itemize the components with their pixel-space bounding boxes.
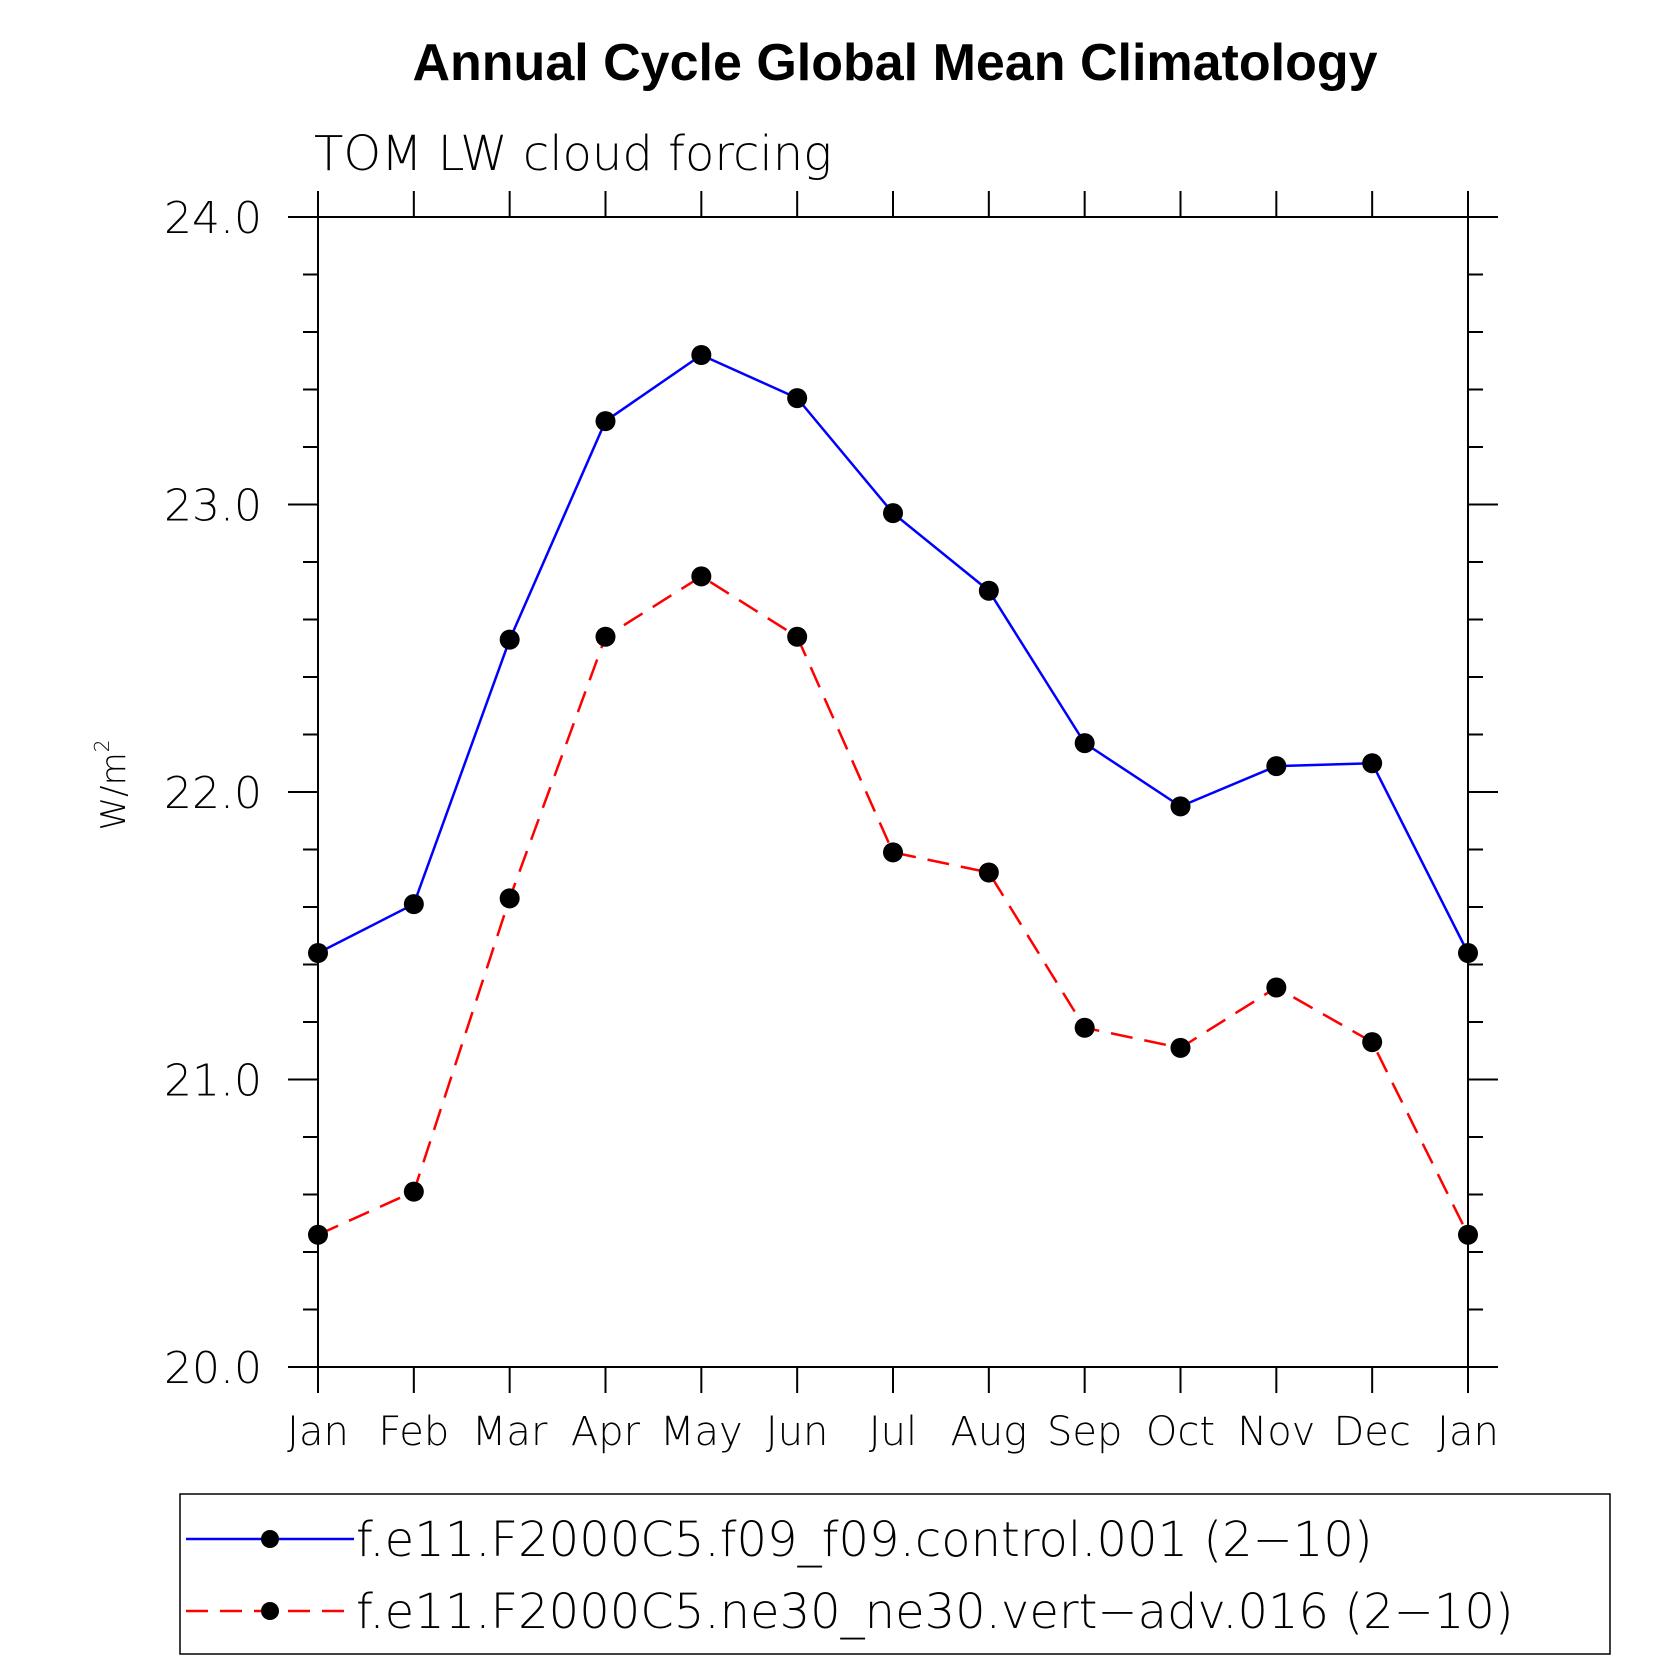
x-tick-label: Nov xyxy=(1237,1409,1315,1455)
x-tick-label: Jan xyxy=(287,1409,349,1455)
axes: 20.0 21.0 22.0 23.0 24.0 Jan Feb Mar Apr May Jun Ju… xyxy=(164,191,1499,1455)
y-tick-label: 22.0 xyxy=(164,768,262,819)
x-tick-label: Feb xyxy=(378,1409,449,1455)
chart-subtitle: TOM LW cloud forcing xyxy=(314,126,832,182)
legend-marker-vert-adv xyxy=(261,1602,279,1620)
y-tick-label: 24.0 xyxy=(164,193,262,244)
x-tick-label: Aug xyxy=(950,1409,1027,1455)
data-point xyxy=(1266,756,1287,777)
x-tick-label: Sep xyxy=(1047,1409,1122,1455)
x-tick-label: Jan xyxy=(1437,1409,1499,1455)
legend-marker-control xyxy=(261,1530,279,1548)
x-tick-label: Jul xyxy=(869,1409,917,1455)
x-tick-label: May xyxy=(660,1409,743,1455)
chart-title: Annual Cycle Global Mean Climatology xyxy=(412,34,1377,92)
data-point xyxy=(787,626,808,647)
data-point xyxy=(1458,1224,1478,1245)
y-axis-label-exponent: 2 xyxy=(90,740,114,753)
legend-label-control: f.e11.F2000C5.f09_f09.control.001 (2−10) xyxy=(356,1512,1373,1568)
data-point xyxy=(1362,1032,1383,1053)
series-layer xyxy=(308,345,1478,1245)
y-tick-label: 23.0 xyxy=(164,481,262,532)
data-point xyxy=(1266,977,1287,998)
data-point xyxy=(1458,943,1478,963)
data-point xyxy=(691,566,712,587)
data-point xyxy=(1074,1017,1095,1038)
legend-label-vert-adv: f.e11.F2000C5.ne30_ne30.vert−adv.016 (2−… xyxy=(356,1584,1514,1640)
x-tick-label: Jun xyxy=(766,1409,829,1455)
y-tick-label: 20.0 xyxy=(164,1343,262,1394)
data-point xyxy=(1074,733,1095,754)
y-tick-label: 21.0 xyxy=(164,1056,262,1107)
data-point xyxy=(883,842,903,863)
series-line-1 xyxy=(317,574,1470,1236)
data-point xyxy=(978,580,999,601)
data-point xyxy=(499,629,520,650)
data-point xyxy=(1170,1037,1191,1058)
data-point xyxy=(978,862,999,883)
data-point xyxy=(308,943,328,963)
x-tick-label: Apr xyxy=(571,1409,641,1455)
data-point xyxy=(883,503,903,524)
data-point xyxy=(499,888,520,909)
x-tick-label: Oct xyxy=(1146,1409,1215,1455)
x-tick-label: Dec xyxy=(1333,1409,1410,1455)
data-point xyxy=(403,894,424,915)
x-tick-label: Mar xyxy=(472,1409,548,1455)
data-point xyxy=(691,345,712,365)
legend-box xyxy=(179,1493,1611,1655)
data-point xyxy=(1362,753,1383,774)
plot-frame xyxy=(317,216,1469,1368)
legend: f.e11.F2000C5.f09_f09.control.001 (2−10)… xyxy=(179,1493,1611,1655)
data-point xyxy=(403,1181,424,1202)
data-point xyxy=(308,1224,328,1245)
data-point xyxy=(595,626,616,647)
y-axis-label-unit: W/m xyxy=(94,752,134,830)
data-point xyxy=(595,411,616,432)
series-line-0 xyxy=(317,353,1470,955)
y-axis-label: W/m2 xyxy=(90,740,134,831)
data-point xyxy=(1170,796,1191,817)
data-point xyxy=(787,388,808,409)
